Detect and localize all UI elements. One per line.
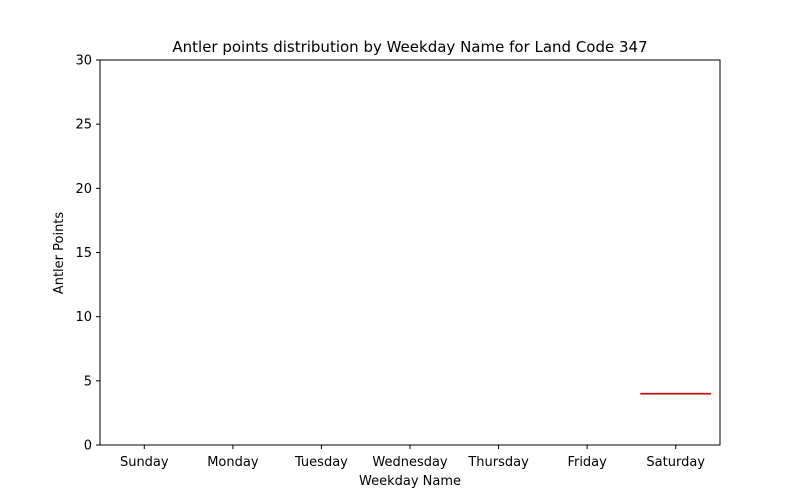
x-tick-label: Sunday [120,455,169,470]
y-tick-label: 0 [84,439,92,454]
y-tick-label: 10 [75,310,92,325]
x-tick-label: Tuesday [294,455,348,470]
x-tick-label: Thursday [467,455,529,470]
chart-title: Antler points distribution by Weekday Na… [172,38,647,56]
x-tick-label: Friday [567,455,607,470]
plot-area: 0 5 10 15 20 25 30 Sunday Monday Tuesday Wednesday… [75,54,721,470]
x-tick-label: Monday [207,455,259,470]
x-axis-label: Weekday Name [359,474,461,489]
plot-frame [99,59,721,446]
y-axis-label: Antler Points [52,212,67,295]
y-tick-label: 30 [75,54,92,69]
x-tick-label: Saturday [646,455,705,470]
y-tick-label: 25 [75,118,92,133]
y-tick-label: 15 [75,246,92,261]
x-tick-label: Wednesday [372,455,448,470]
y-tick-label: 5 [84,374,92,389]
y-tick-label: 20 [75,182,92,197]
